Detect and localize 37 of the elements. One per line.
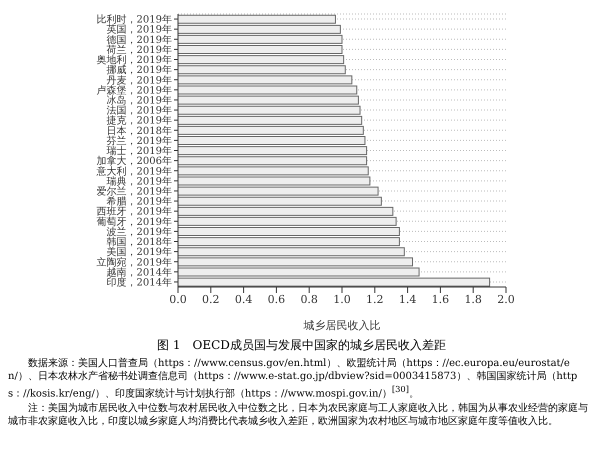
- y-tick-label: 挪威，2019年: [106, 64, 172, 76]
- y-tick-label: 立陶宛，2019年: [96, 256, 172, 268]
- x-tick-label: 0.4: [234, 292, 252, 306]
- y-tick-label: 美国，2019年: [106, 246, 172, 258]
- x-axis-title: 城乡居民收入比: [302, 319, 380, 332]
- x-tick-label: 1.6: [432, 292, 450, 306]
- text: 图 1 OECD成员国与发展中国家的城乡居民收入差距: [156, 337, 447, 354]
- x-tick-label: 0.0: [169, 292, 187, 306]
- y-tick-label: 波兰，2019年: [106, 226, 172, 238]
- y-tick-label: 瑞典，2019年: [106, 175, 172, 188]
- text: 注：美国为城市居民收入中位数与农村居民收入中位数之比，日本为农民家庭与工人家庭收入比，韩国为从事农业经营的家庭与城市非农家庭收入比，印度以城乡家庭人均消费比代表城乡收入差距，欧洲国家为农村地区与城市地区家庭年度等值收入比。: [8, 402, 589, 428]
- y-tick-label: 葡萄牙，2019年: [96, 216, 172, 228]
- y-tick-label: 越南，2014年: [106, 266, 172, 278]
- y-tick-label: 加拿大，2006年: [96, 155, 172, 168]
- source-note: 数据来源：美国人口普查局（https：//www.census.gov/en.html）、欧盟统计局（https：//ec.europa.eu/eurostat/en/）、日本农林水产省秘书处调查信息司（https：//www.e-stat.go.jp/dbview?sid=0003415873）、韩国国家统计局（https：//kosis.kr/eng/）、印度国家统计与计划执行部（https：//www.mospi.gov.in/）$^{[30]}$。: [8, 357, 578, 400]
- y-tick-label: 丹麦，2019年: [106, 74, 172, 86]
- x-tick-label: 2.0: [497, 292, 515, 306]
- y-tick-label: 英国，2019年: [106, 24, 172, 36]
- y-tick-label: 爱尔兰，2019年: [96, 185, 172, 198]
- y-tick-label: 意大利，2019年: [96, 165, 172, 178]
- y-tick-label: 德国，2019年: [106, 34, 172, 46]
- y-tick-label: 瑞士，2019年: [106, 145, 172, 158]
- y-tick-label: 捷克，2019年: [106, 114, 172, 127]
- x-tick-label: 0.2: [202, 292, 220, 306]
- x-tick-label: 1.2: [366, 292, 384, 306]
- y-tick-label: 日本，2018年: [106, 124, 172, 137]
- y-tick-label: 冰岛，2019年: [106, 94, 172, 106]
- x-tick-label: 1.8: [464, 292, 482, 306]
- y-tick-label: 西班牙，2019年: [96, 206, 172, 218]
- x-tick-label: 1.4: [398, 292, 416, 306]
- y-tick-label: 芬兰，2019年: [106, 134, 172, 147]
- x-tick-label: 0.8: [300, 292, 318, 306]
- y-tick-label: 荷兰，2019年: [106, 44, 172, 56]
- x-tick-label: 1.0: [333, 292, 351, 306]
- y-tick-label: 印度，2014年: [106, 276, 172, 288]
- y-tick-label: 卢森堡，2019年: [96, 84, 172, 96]
- x-tick-label: 0.6: [268, 292, 286, 306]
